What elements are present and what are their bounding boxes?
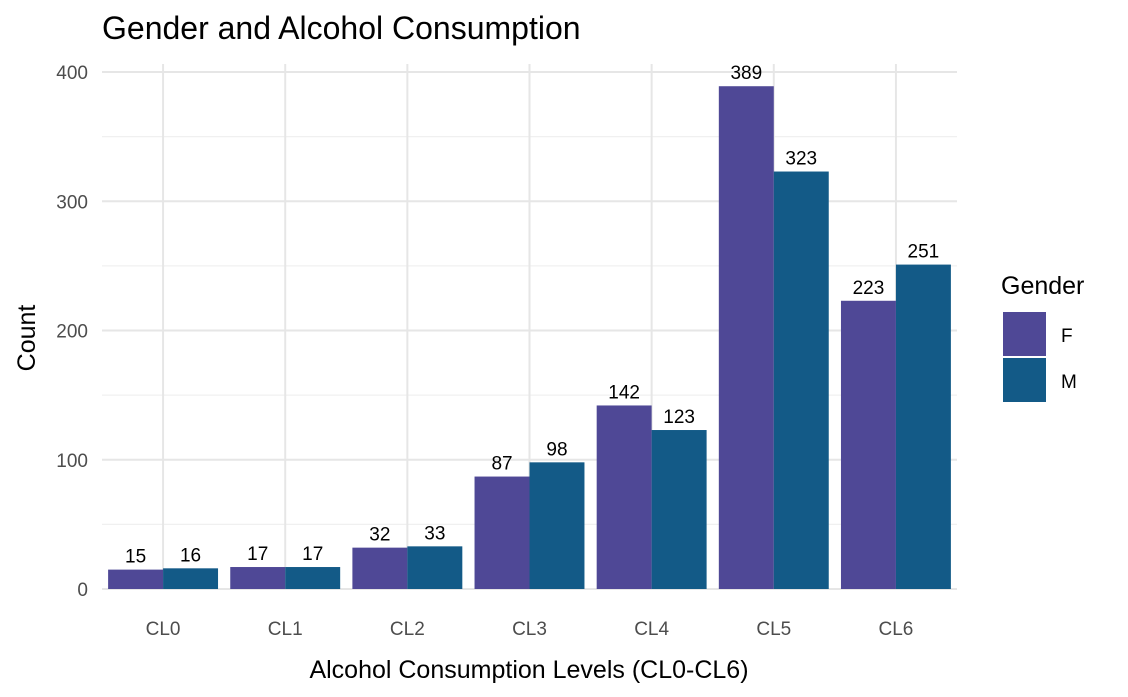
bar-value-label: 32 [369,525,390,546]
bar-F-CL6 [840,300,896,589]
legend-label-F: F [1061,326,1073,347]
x-tick-label: CL4 [634,619,669,640]
bar-value-label: 223 [853,278,885,299]
bar-value-label: 323 [785,149,817,170]
legend: Gender F M [1001,272,1084,402]
bar-M-CL0 [163,568,219,589]
bars [108,86,951,589]
bar-M-CL3 [529,462,585,589]
bar-M-CL4 [651,430,707,589]
x-tick-label: CL6 [878,619,913,640]
x-tick-label: CL2 [390,619,425,640]
y-tick-label: 300 [56,192,88,213]
bar-value-label: 16 [180,545,201,566]
bar-value-label: 33 [424,523,445,544]
y-tick-label: 100 [56,451,88,472]
bar-value-label: 17 [247,544,268,565]
bar-value-label: 15 [125,547,146,568]
bar-F-CL4 [596,405,652,589]
bar-value-label: 17 [302,544,323,565]
bar-F-CL2 [352,547,408,589]
bar-M-CL1 [285,567,341,589]
bar-labels: 15 16 17 17 32 33 87 98 142 123 389 323 223 251 [125,63,939,567]
x-tick-label: CL1 [268,619,303,640]
bar-value-label: 389 [730,63,762,84]
legend-title: Gender [1001,272,1084,300]
bar-M-CL2 [407,546,463,589]
chart-title: Gender and Alcohol Consumption [102,10,581,46]
bar-value-label: 87 [491,454,512,475]
bar-F-CL3 [474,476,530,589]
legend-swatch-F [1003,312,1046,356]
x-axis-title: Alcohol Consumption Levels (CL0-CL6) [309,656,748,684]
bar-value-label: 98 [546,439,567,460]
y-tick-label: 0 [77,580,88,601]
bar-value-label: 142 [608,382,640,403]
bar-M-CL6 [895,264,951,589]
y-axis-ticks: 0 100 200 300 400 [56,63,88,601]
legend-swatch-M [1003,358,1046,402]
bar-M-CL5 [773,171,829,589]
bar-value-label: 251 [908,242,940,263]
y-tick-label: 400 [56,63,88,84]
x-tick-label: CL3 [512,619,547,640]
bar-F-CL5 [718,86,774,589]
x-tick-label: CL5 [756,619,791,640]
legend-label-M: M [1061,372,1077,393]
bar-F-CL1 [230,567,286,589]
bar-value-label: 123 [663,407,695,428]
x-tick-label: CL0 [146,619,181,640]
y-axis-title: Count [13,305,41,372]
x-axis-ticks: CL0 CL1 CL2 CL3 CL4 CL5 CL6 [146,619,914,640]
y-tick-label: 200 [56,322,88,343]
bar-F-CL0 [108,569,164,589]
